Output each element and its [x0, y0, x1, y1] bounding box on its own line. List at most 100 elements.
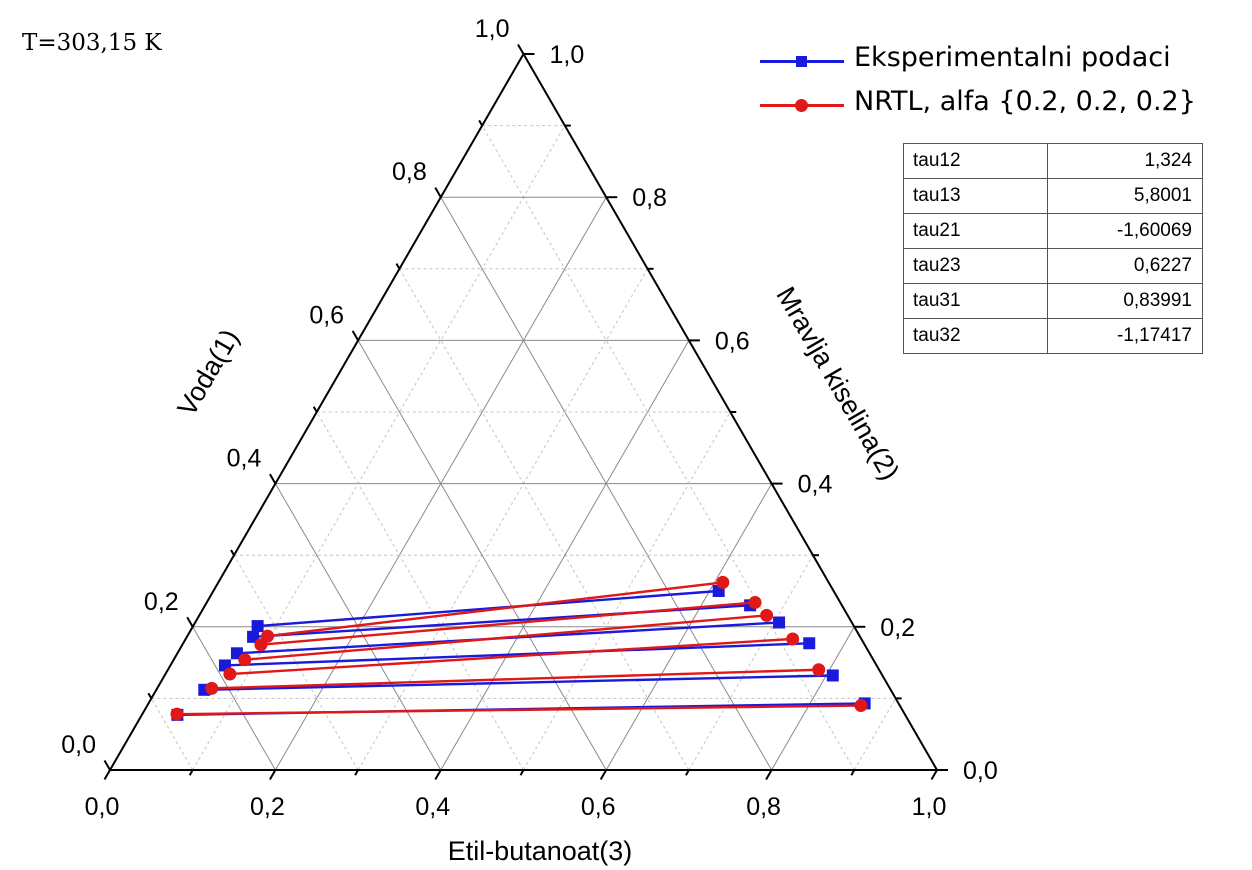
table-row: tau21 -1,60069: [903, 213, 1203, 249]
legend-label-experimental: Eksperimentalni podaci: [854, 42, 1171, 73]
data-series: [170, 575, 871, 721]
data-point-circle: [170, 707, 184, 721]
tick-label: 0,6: [581, 793, 616, 821]
grid-line: [192, 626, 276, 771]
data-point-square: [773, 616, 786, 629]
grid-line: [357, 268, 648, 771]
param-value: 0,83991: [1047, 283, 1203, 319]
data-point-square: [247, 630, 260, 643]
tick-mark: [395, 263, 401, 270]
tick-label: 0,6: [715, 327, 750, 355]
grid-line: [192, 125, 566, 771]
param-name: tau21: [903, 213, 1048, 249]
tie-line: [211, 668, 819, 690]
axis-labels: Etil-butanoat(3) Voda(1) Mravlja kiselina(…: [172, 282, 906, 866]
tick-mark: [765, 769, 773, 781]
param-value: -1,17417: [1047, 318, 1203, 354]
tie-line: [267, 581, 723, 638]
table-row: tau13 5,8001: [903, 178, 1203, 214]
data-point-square: [826, 669, 839, 682]
tick-mark: [519, 769, 525, 776]
table-row: tau31 0,83991: [903, 283, 1203, 319]
tie-line: [176, 704, 861, 716]
tick-mark: [434, 187, 442, 198]
grid-line: [150, 698, 194, 771]
param-value: -1,60069: [1047, 213, 1203, 249]
tick-label: 0,0: [61, 731, 96, 759]
tick-label: 0,2: [250, 793, 285, 821]
data-point-circle: [786, 632, 800, 646]
tick-mark: [103, 769, 111, 781]
data-point-circle: [254, 638, 268, 652]
tick-label: 0,8: [392, 158, 427, 186]
tick-label: 1,0: [550, 41, 585, 69]
data-point-circle: [223, 667, 237, 681]
data-point-circle: [760, 608, 774, 622]
param-name: tau32: [903, 318, 1048, 354]
param-value: 1,324: [1047, 143, 1203, 179]
tick-mark: [188, 769, 194, 776]
grid-line: [523, 411, 731, 771]
tick-mark: [434, 769, 442, 781]
legend-circle-marker: [795, 99, 808, 112]
right-axis-label: Mravlja kiselina(2): [770, 282, 905, 485]
left-axis-label: Voda(1): [172, 324, 245, 421]
legend-square-marker: [796, 56, 807, 67]
tick-label: 0,0: [85, 793, 120, 821]
param-value: 0,6227: [1047, 248, 1203, 284]
grid-line: [233, 554, 359, 771]
param-value: 5,8001: [1047, 178, 1203, 214]
data-point-circle: [812, 663, 826, 677]
tick-mark: [685, 769, 690, 776]
tick-mark: [230, 549, 235, 556]
tick-mark: [599, 769, 608, 781]
table-row: tau32 -1,17417: [903, 318, 1203, 354]
grid-line: [316, 411, 524, 771]
tick-mark: [850, 769, 856, 776]
grid-line: [853, 698, 897, 771]
legend-label-nrtl: NRTL, alfa {0.2, 0.2, 0.2}: [854, 86, 1196, 117]
tick-label: 0,6: [309, 301, 344, 329]
tick-label: 0,2: [880, 614, 915, 642]
tick-label: 0,2: [144, 588, 179, 616]
tick-mark: [312, 406, 318, 413]
data-point-square: [803, 637, 816, 650]
tick-mark: [269, 473, 277, 485]
grid-line: [357, 340, 607, 771]
tick-mark: [269, 769, 277, 781]
tick-label: 0,0: [963, 757, 998, 785]
nrtl-parameter-table: tau12 1,324 tau13 5,8001 tau21 -1,60069 tau…: [903, 143, 1203, 354]
temperature-annotation: T=303,15 K: [22, 30, 162, 56]
data-point-circle: [205, 681, 219, 695]
tie-line: [204, 674, 833, 692]
tick-label: 0,8: [632, 184, 667, 212]
param-name: tau12: [903, 143, 1048, 179]
tick-label: 1,0: [475, 15, 510, 43]
tick-mark: [354, 769, 359, 776]
tick-mark: [930, 769, 938, 781]
tie-line: [244, 614, 767, 661]
tie-line: [224, 642, 810, 667]
tick-mark: [186, 616, 194, 628]
grid-line: [771, 626, 855, 771]
tick-labels: 0,0 0,2 0,4 0,6 0,8 1,0 0,0 0,2 0,4 0,6 0,8 1,0 0,0 0…: [61, 15, 998, 821]
tick-label: 0,4: [227, 445, 262, 473]
tick-label: 0,4: [415, 793, 450, 821]
series-nrtl: [170, 575, 868, 721]
grid-line: [688, 554, 814, 771]
x-axis-label: Etil-butanoat(3): [448, 836, 633, 866]
tick-label: 0,4: [798, 471, 833, 499]
grid-line: [399, 268, 690, 771]
tick-mark: [103, 759, 111, 771]
param-name: tau23: [903, 248, 1048, 284]
tick-mark: [478, 119, 484, 127]
tie-line: [260, 601, 756, 646]
tick-mark: [517, 43, 525, 55]
grid-line: [481, 125, 855, 771]
data-point-circle: [748, 595, 762, 609]
tick-label: 1,0: [912, 793, 947, 821]
tie-line: [257, 589, 719, 628]
tie-line: [229, 637, 793, 676]
table-row: tau23 0,6227: [903, 248, 1203, 284]
grid-lines: [150, 125, 897, 771]
